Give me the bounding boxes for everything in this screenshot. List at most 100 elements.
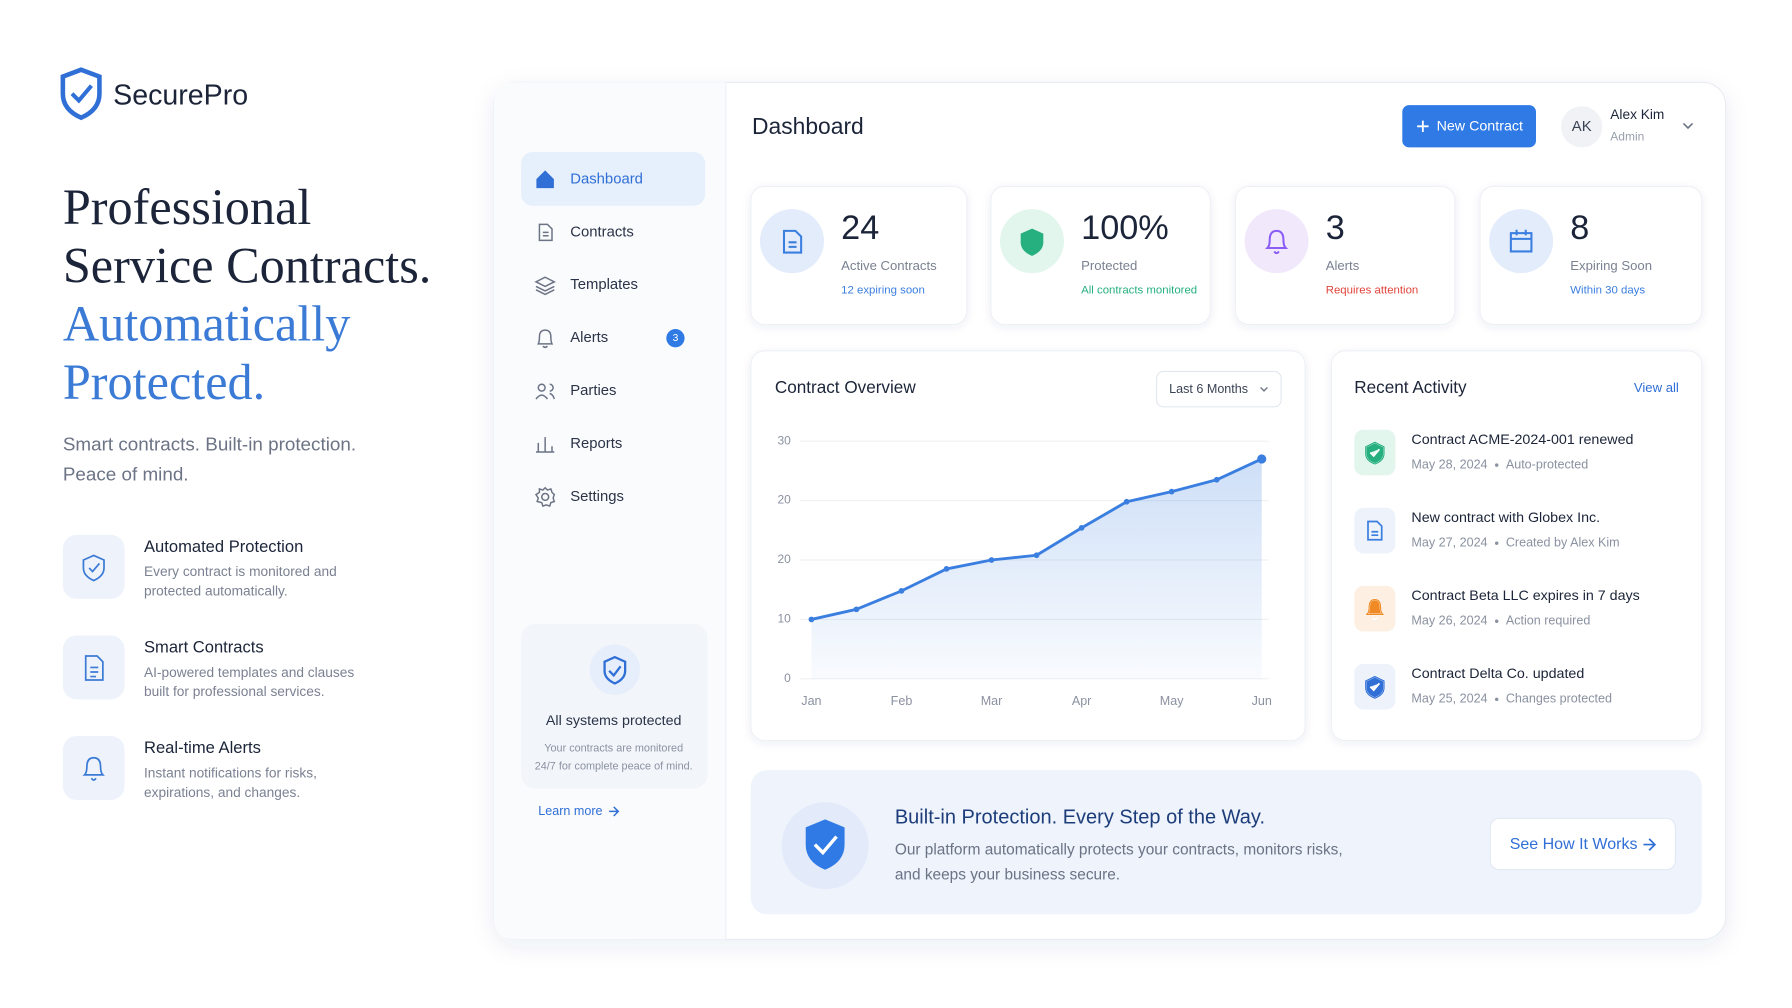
banner-text: and keeps your business secure. bbox=[895, 867, 1120, 884]
stat-value: 3 bbox=[1326, 209, 1345, 247]
nav-icon bbox=[534, 276, 556, 296]
status-shield bbox=[603, 655, 627, 685]
activity-title: Contract Beta LLC expires in 7 days bbox=[1411, 588, 1639, 604]
chart-title: Contract Overview bbox=[775, 377, 916, 397]
stat-note: Within 30 days bbox=[1570, 284, 1645, 296]
activity-icon-bg bbox=[1354, 663, 1396, 710]
period-select[interactable] bbox=[1156, 370, 1282, 408]
brand: SecurePro bbox=[113, 80, 248, 112]
chart-point bbox=[1213, 476, 1220, 483]
nav-label[interactable]: Reports bbox=[570, 436, 622, 452]
chart-point bbox=[1033, 552, 1040, 559]
feature-desc: Every contract is monitored and bbox=[144, 564, 337, 579]
stat-icon bbox=[1264, 229, 1289, 255]
x-tick-label: Jun bbox=[1252, 694, 1272, 708]
stat-label: Active Contracts bbox=[841, 258, 937, 273]
nav-label[interactable]: Settings bbox=[570, 489, 624, 505]
banner-text: Our platform automatically protects your… bbox=[895, 841, 1343, 858]
stat-note: 12 expiring soon bbox=[841, 284, 925, 296]
stat-note: All contracts monitored bbox=[1081, 284, 1197, 296]
period-label: Last 6 Months bbox=[1169, 382, 1248, 396]
nav-label[interactable]: Contracts bbox=[570, 224, 634, 240]
feature-title: Smart Contracts bbox=[144, 637, 264, 656]
banner bbox=[750, 770, 1702, 915]
page-title: Dashboard bbox=[752, 113, 864, 139]
nav-label[interactable]: Dashboard bbox=[570, 171, 643, 187]
activity-title: Contract Delta Co. updated bbox=[1411, 666, 1584, 682]
feature-icon-bg bbox=[62, 534, 125, 599]
nav-icon bbox=[534, 486, 556, 507]
nav-badge-count: 3 bbox=[673, 333, 679, 344]
stat-label: Protected bbox=[1081, 258, 1137, 273]
hero-line: Professional bbox=[63, 179, 312, 235]
stat-label: Alerts bbox=[1326, 258, 1360, 273]
chevron[interactable] bbox=[1682, 122, 1694, 130]
activity-icon bbox=[1367, 520, 1383, 541]
feature-desc: built for professional services. bbox=[144, 684, 325, 699]
x-tick-label: Apr bbox=[1072, 694, 1092, 708]
stat-icon bbox=[782, 229, 803, 254]
activity-date: May 26, 2024 bbox=[1411, 614, 1487, 628]
stat-value: 100% bbox=[1081, 209, 1169, 247]
nav-active-bg bbox=[521, 152, 706, 206]
hero-sub: Peace of mind. bbox=[63, 463, 189, 484]
nav-icon bbox=[536, 170, 554, 189]
status-text: Your contracts are monitored bbox=[544, 742, 683, 754]
status-title: All systems protected bbox=[546, 713, 682, 729]
banner-title: Built-in Protection. Every Step of the W… bbox=[895, 807, 1265, 829]
status-icon bbox=[589, 644, 640, 695]
activity-card bbox=[1330, 350, 1703, 742]
chart-point bbox=[1078, 525, 1085, 531]
chart-point bbox=[898, 588, 905, 594]
view-all[interactable]: View all bbox=[1634, 380, 1679, 395]
activity-note: Auto-protected bbox=[1506, 457, 1588, 471]
nav-label[interactable]: Alerts bbox=[570, 330, 608, 346]
chart-point bbox=[943, 566, 950, 572]
see-how-button[interactable] bbox=[1489, 817, 1676, 871]
activity-icon-bg bbox=[1354, 429, 1396, 476]
new-contract-button[interactable] bbox=[1402, 105, 1536, 148]
separator-dot bbox=[1494, 463, 1499, 467]
chart-point bbox=[853, 606, 860, 613]
separator-dot bbox=[1494, 697, 1499, 702]
x-tick-label: May bbox=[1160, 694, 1184, 708]
nav-icon bbox=[535, 383, 556, 400]
logo-check bbox=[70, 84, 93, 104]
nav-icon bbox=[537, 329, 554, 349]
nav-badge bbox=[666, 329, 685, 348]
x-tick-label: Jan bbox=[801, 694, 821, 708]
hero-line: Automatically bbox=[63, 296, 351, 352]
chart-point bbox=[1257, 454, 1267, 464]
stat-value: 8 bbox=[1570, 209, 1589, 247]
avatar-initials: AK bbox=[1572, 119, 1592, 135]
chart-point bbox=[808, 616, 815, 623]
feature-desc: expirations, and changes. bbox=[144, 785, 300, 800]
feature-icon-bg bbox=[62, 736, 125, 800]
learn-more[interactable]: Learn more bbox=[538, 804, 602, 818]
arrow bbox=[609, 806, 620, 817]
chart-point bbox=[988, 557, 995, 563]
chart-area bbox=[811, 458, 1262, 679]
nav-label[interactable]: Templates bbox=[570, 277, 638, 293]
activity-title: Recent Activity bbox=[1354, 377, 1467, 397]
nav-label[interactable]: Parties bbox=[570, 383, 616, 399]
feature-icon bbox=[82, 756, 105, 781]
activity-note: Created by Alex Kim bbox=[1506, 536, 1620, 550]
avatar[interactable] bbox=[1561, 106, 1603, 148]
stat-note: Requires attention bbox=[1326, 284, 1419, 296]
y-tick-label: 20 bbox=[777, 552, 791, 566]
separator-dot bbox=[1494, 619, 1499, 623]
chevron bbox=[1260, 386, 1268, 392]
banner-check bbox=[813, 835, 838, 856]
user-name: Alex Kim bbox=[1610, 107, 1664, 122]
status-text: 24/7 for complete peace of mind. bbox=[535, 761, 693, 773]
activity-title: Contract ACME-2024-001 renewed bbox=[1411, 432, 1633, 448]
feature-desc: AI-powered templates and clauses bbox=[144, 665, 354, 680]
hero-line: Service Contracts. bbox=[63, 237, 432, 293]
y-tick-label: 20 bbox=[777, 493, 791, 507]
y-tick-label: 0 bbox=[784, 671, 791, 685]
hero-line: Protected. bbox=[63, 354, 265, 410]
activity-note: Action required bbox=[1506, 614, 1591, 628]
